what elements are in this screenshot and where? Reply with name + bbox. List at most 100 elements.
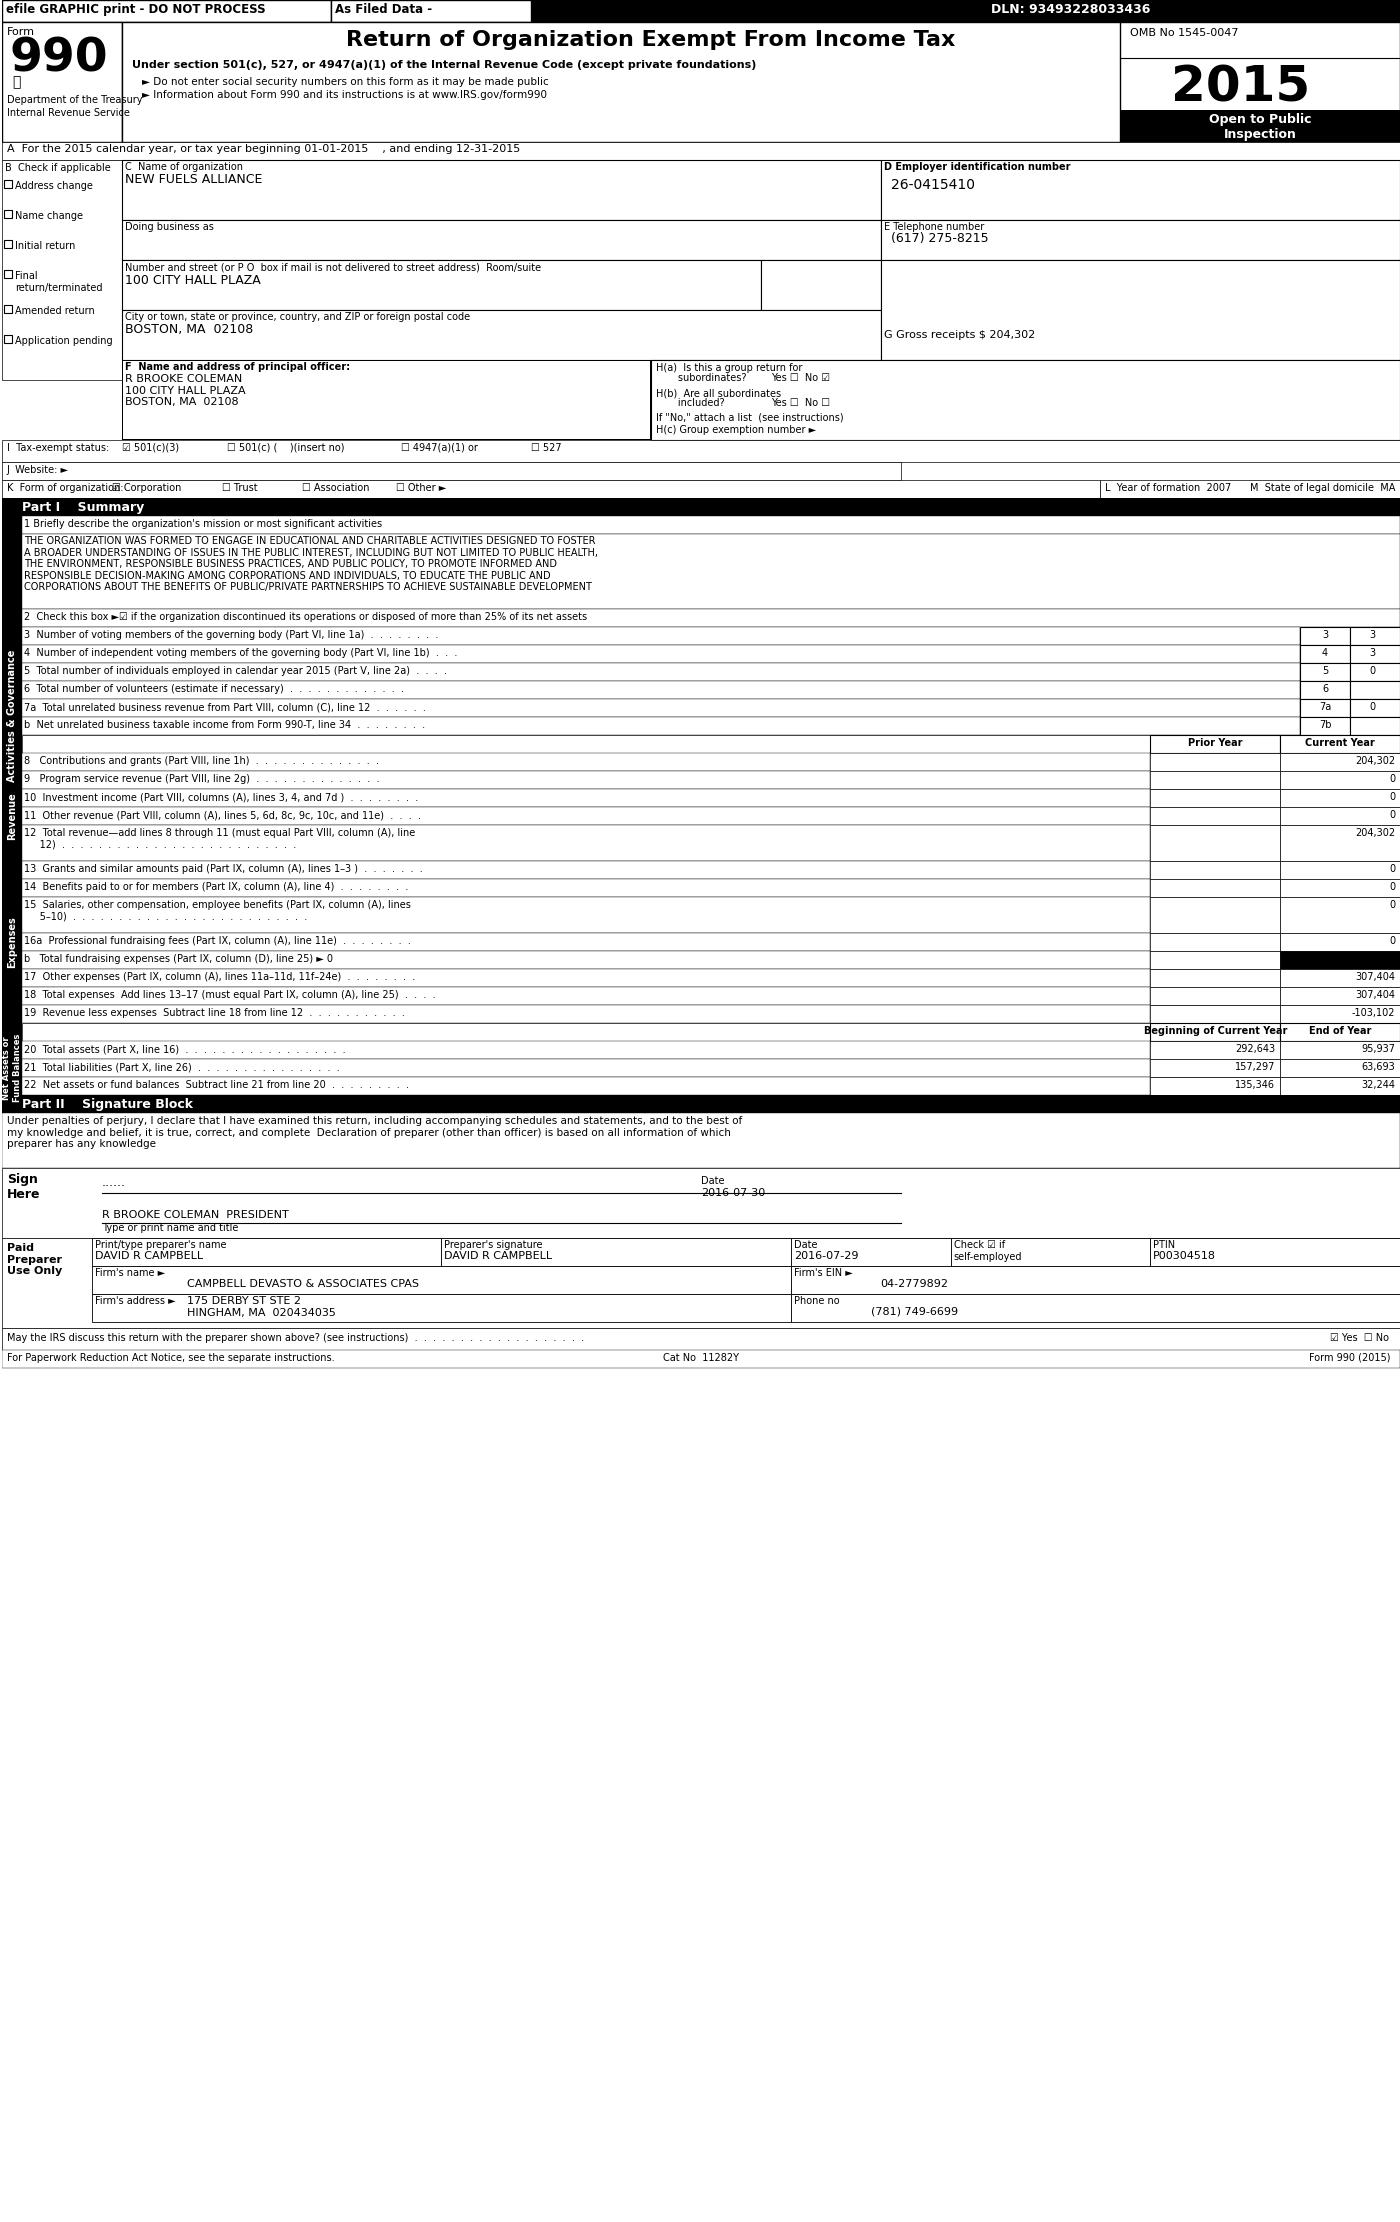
Bar [22, 860, 1151, 880]
Bar [651, 360, 1400, 440]
Text: 19  Revenue less expenses  Subtract line 18 from line 12  .  .  .  .  .  .  .  .: 19 Revenue less expenses Subtract line 1… [24, 1009, 405, 1018]
Text: 32,244: 32,244 [1361, 1080, 1394, 1091]
Bar [4, 304, 13, 313]
Text: P00304518: P00304518 [1154, 1251, 1217, 1262]
Bar [1, 440, 1400, 462]
Text: Amended return: Amended return [15, 307, 95, 316]
Bar [881, 260, 1400, 360]
Bar [1151, 880, 1280, 898]
Bar [1301, 700, 1350, 718]
Bar [1, 1169, 1400, 1238]
Bar [1280, 735, 1400, 753]
Bar [1301, 680, 1350, 700]
Text: H(a)  Is this a group return for: H(a) Is this a group return for [657, 362, 802, 373]
Text: 6  Total number of volunteers (estimate if necessary)  .  .  .  .  .  .  .  .  .: 6 Total number of volunteers (estimate i… [24, 684, 405, 693]
Bar [1, 1095, 1400, 1113]
Text: 17  Other expenses (Part IX, column (A), lines 11a–11d, 11f–24e)  .  .  .  .  . : 17 Other expenses (Part IX, column (A), … [24, 971, 416, 982]
Text: Beginning of Current Year: Beginning of Current Year [1144, 1027, 1287, 1035]
Bar [1280, 1004, 1400, 1022]
Text: Phone no: Phone no [794, 1295, 840, 1307]
Text: H(c) Group exemption number ►: H(c) Group exemption number ► [657, 424, 816, 436]
Text: City or town, state or province, country, and ZIP or foreign postal code: City or town, state or province, country… [125, 311, 470, 322]
Text: Yes ☐  No ☐: Yes ☐ No ☐ [771, 398, 830, 409]
Bar [1, 498, 1400, 516]
Bar [1151, 1004, 1280, 1022]
Text: 0: 0 [1389, 935, 1394, 947]
Text: 5  Total number of individuals employed in calendar year 2015 (Part V, line 2a) : 5 Total number of individuals employed i… [24, 667, 447, 675]
Text: ☑ 501(c)(3): ☑ 501(c)(3) [122, 442, 179, 453]
Text: 0: 0 [1389, 811, 1394, 820]
Text: 15  Salaries, other compensation, employee benefits (Part IX, column (A), lines
: 15 Salaries, other compensation, employe… [24, 900, 410, 922]
Text: May the IRS discuss this return with the preparer shown above? (see instructions: May the IRS discuss this return with the… [7, 1333, 584, 1342]
Bar [881, 160, 1400, 220]
Text: Revenue: Revenue [7, 791, 17, 840]
Bar [123, 360, 650, 440]
Bar [22, 662, 1301, 680]
Text: 2016-07-30: 2016-07-30 [701, 1189, 766, 1198]
Text: 0: 0 [1369, 702, 1375, 711]
Text: ......: ...... [102, 1175, 126, 1189]
Text: 7a: 7a [1319, 702, 1331, 711]
Bar [22, 880, 1151, 898]
Text: THE ORGANIZATION WAS FORMED TO ENGAGE IN EDUCATIONAL AND CHARITABLE ACTIVITIES D: THE ORGANIZATION WAS FORMED TO ENGAGE IN… [24, 536, 598, 593]
Bar [1301, 644, 1350, 662]
Text: Type or print name and title: Type or print name and title [102, 1222, 238, 1233]
Text: A  For the 2015 calendar year, or tax year beginning 01-01-2015    , and ending : A For the 2015 calendar year, or tax yea… [7, 144, 521, 153]
Text: If "No," attach a list  (see instructions): If "No," attach a list (see instructions… [657, 413, 844, 422]
Bar [22, 718, 1301, 735]
Bar [980, 0, 1400, 22]
Bar [1280, 753, 1400, 771]
Bar [22, 933, 1151, 951]
Text: D Employer identification number: D Employer identification number [883, 162, 1070, 171]
Text: I  Tax-exempt status:: I Tax-exempt status: [7, 442, 109, 453]
Bar [1100, 480, 1400, 498]
Text: As Filed Data -: As Filed Data - [336, 2, 433, 16]
Text: Prior Year: Prior Year [1189, 738, 1243, 749]
Text: Under penalties of perjury, I declare that I have examined this return, includin: Under penalties of perjury, I declare th… [7, 1115, 742, 1149]
Text: 22  Net assets or fund balances  Subtract line 21 from line 20  .  .  .  .  .  .: 22 Net assets or fund balances Subtract … [24, 1080, 409, 1091]
Text: 12  Total revenue—add lines 8 through 11 (must equal Part VIII, column (A), line: 12 Total revenue—add lines 8 through 11 … [24, 829, 416, 849]
Bar [1151, 860, 1280, 880]
Bar [122, 160, 881, 220]
Bar [122, 360, 651, 440]
Bar [791, 1267, 1400, 1293]
Text: 21  Total liabilities (Part X, line 26)  .  .  .  .  .  .  .  .  .  .  .  .  .  : 21 Total liabilities (Part X, line 26) .… [24, 1062, 340, 1071]
Text: 3: 3 [1322, 631, 1329, 640]
Text: Number and street (or P O  box if mail is not delivered to street address)  Room: Number and street (or P O box if mail is… [125, 262, 540, 271]
Text: ☐ Association: ☐ Association [301, 482, 370, 493]
Text: 18  Total expenses  Add lines 13–17 (must equal Part IX, column (A), line 25)  .: 18 Total expenses Add lines 13–17 (must … [24, 991, 435, 1000]
Text: Net Assets or
Fund Balances: Net Assets or Fund Balances [3, 1033, 21, 1102]
Text: 0: 0 [1389, 882, 1394, 891]
Text: DAVID R CAMPBELL: DAVID R CAMPBELL [444, 1251, 553, 1262]
Bar [4, 336, 13, 342]
Bar [92, 1267, 791, 1293]
Text: PTIN: PTIN [1154, 1240, 1176, 1251]
Text: Preparer's signature: Preparer's signature [444, 1240, 543, 1251]
Bar [1, 753, 22, 880]
Text: Firm's address ►: Firm's address ► [95, 1295, 175, 1307]
Bar [1, 860, 22, 1022]
Bar [1151, 933, 1280, 951]
Bar [22, 680, 1301, 700]
Text: HINGHAM, MA  020434035: HINGHAM, MA 020434035 [186, 1309, 336, 1318]
Text: ► Information about Form 990 and its instructions is at www.IRS.gov/form990: ► Information about Form 990 and its ins… [141, 91, 547, 100]
Text: 7a  Total unrelated business revenue from Part VIII, column (C), line 12  .  .  : 7a Total unrelated business revenue from… [24, 702, 426, 711]
Bar [1151, 753, 1280, 771]
Bar [1151, 735, 1280, 753]
Bar [22, 898, 1151, 933]
Text: 4  Number of independent voting members of the governing body (Part VI, line 1b): 4 Number of independent voting members o… [24, 649, 458, 658]
Text: Firm's EIN ►: Firm's EIN ► [794, 1269, 853, 1278]
Text: 2015: 2015 [1170, 62, 1310, 111]
Text: -103,102: -103,102 [1351, 1009, 1394, 1018]
Text: 9   Program service revenue (Part VIII, line 2g)  .  .  .  .  .  .  .  .  .  .  : 9 Program service revenue (Part VIII, li… [24, 773, 379, 784]
Text: 307,404: 307,404 [1355, 991, 1394, 1000]
Bar [1, 22, 122, 142]
Text: 4: 4 [1322, 649, 1329, 658]
Bar [1, 0, 1400, 22]
Text: L  Year of formation  2007: L Year of formation 2007 [1106, 482, 1232, 493]
Bar [1280, 1060, 1400, 1078]
Text: DLN: 93493228033436: DLN: 93493228033436 [991, 2, 1149, 16]
Bar [1, 142, 1400, 160]
Text: Paid
Preparer
Use Only: Paid Preparer Use Only [7, 1242, 62, 1275]
Bar [22, 1004, 1151, 1022]
